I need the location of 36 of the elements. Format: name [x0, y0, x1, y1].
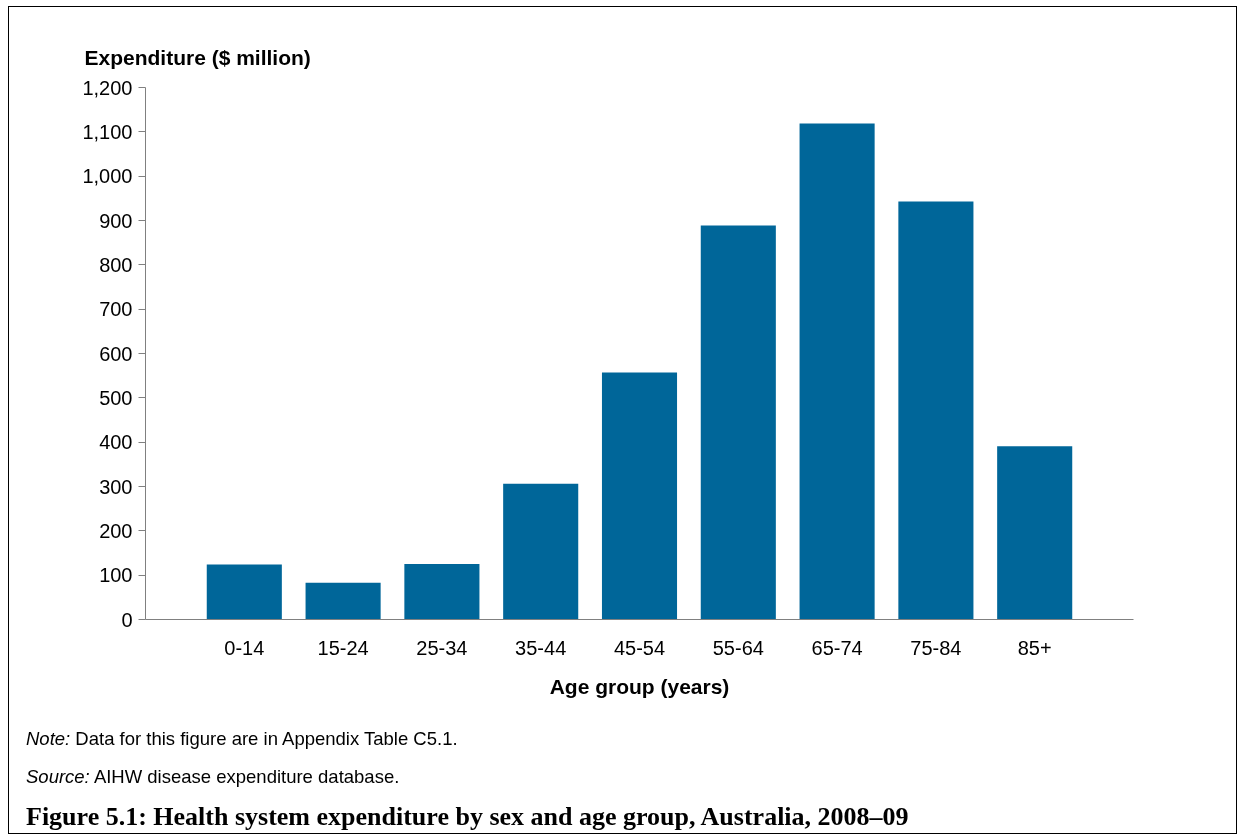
- y-tick-label: 1,200: [82, 76, 133, 99]
- bar: [700, 225, 776, 620]
- bar: [305, 582, 381, 620]
- y-tick-label: 300: [99, 475, 133, 498]
- y-tick-label: 1,100: [82, 120, 133, 143]
- y-tick-label: 800: [99, 253, 133, 276]
- x-tick-label: 45-54: [613, 636, 666, 659]
- y-tick-label: 500: [99, 386, 133, 409]
- y-tick-label: 0: [121, 608, 133, 631]
- bar: [404, 564, 480, 620]
- bar: [898, 201, 974, 620]
- source-note: Source: AIHW disease expenditure database.: [26, 766, 400, 788]
- y-tick-label: 400: [99, 431, 133, 454]
- text: Figure 5.1: Health system expenditure by sex and age group, Australia, 2008–09: [26, 801, 909, 833]
- y-tick-label: 200: [99, 519, 133, 542]
- y-tick-label: 1,000: [82, 165, 133, 188]
- x-tick-label: 15-24: [317, 636, 369, 659]
- y-tick-label: 900: [99, 209, 133, 232]
- x-tick-label: 55-64: [712, 636, 764, 659]
- x-tick-label: 25-34: [416, 636, 468, 659]
- bar: [997, 446, 1073, 620]
- bar: [601, 372, 678, 620]
- x-tick-label: 85+: [1017, 636, 1052, 659]
- text: Note: Data for this figure are in Appendix Table C5.1.: [26, 728, 458, 750]
- y-tick-label: 700: [99, 298, 133, 321]
- x-tick-label: 35-44: [515, 636, 567, 659]
- bar: [503, 483, 579, 620]
- y-tick-label: 600: [99, 342, 133, 365]
- x-axis-title: Age group (years): [549, 674, 730, 698]
- y-tick-label: 100: [99, 564, 133, 587]
- y-axis-title: Expenditure ($ million): [84, 46, 311, 69]
- x-tick-label: 65-74: [811, 636, 863, 659]
- bar: [206, 564, 282, 620]
- bar: [799, 123, 875, 620]
- x-tick-label: 75-84: [910, 636, 962, 659]
- x-tick-label: 0-14: [224, 636, 265, 659]
